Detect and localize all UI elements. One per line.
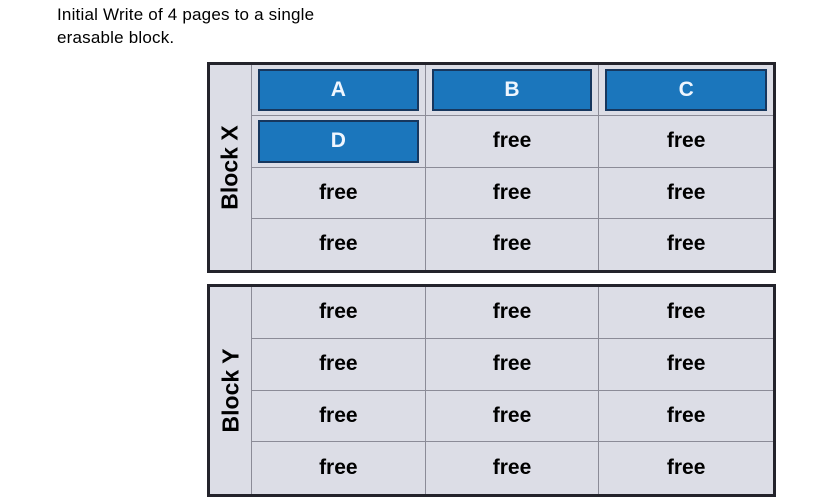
page-cell: free bbox=[425, 390, 600, 443]
page-cell: B bbox=[425, 65, 600, 117]
page-cell: free bbox=[599, 442, 773, 494]
page-cell: A bbox=[252, 65, 426, 117]
page-chip: free bbox=[666, 180, 706, 204]
block-y-label: Block Y bbox=[217, 348, 244, 433]
page-cell: free bbox=[599, 391, 773, 443]
page-cell: free bbox=[599, 116, 773, 168]
page-chip: free bbox=[319, 456, 358, 480]
page-chip: free bbox=[319, 352, 358, 376]
page-cell: free bbox=[252, 442, 426, 494]
page-cell: free bbox=[252, 390, 426, 443]
page-chip: free bbox=[492, 180, 532, 204]
page-chip: free bbox=[492, 232, 532, 256]
block-x-page-grid: A B C D free free free free free free fr… bbox=[252, 65, 773, 270]
page-cell: free bbox=[425, 338, 600, 391]
block-x-label: Block X bbox=[217, 125, 243, 210]
page-chip: free bbox=[319, 300, 358, 324]
page-chip: free bbox=[492, 129, 532, 153]
page-cell: C bbox=[599, 65, 773, 117]
block-y-label-column: Block Y bbox=[210, 287, 252, 494]
slide-title-line-1: Initial Write of 4 pages to a single bbox=[57, 5, 315, 24]
page-cell: free bbox=[426, 218, 600, 270]
page-cell: free bbox=[425, 167, 600, 219]
page-chip: free bbox=[492, 456, 532, 480]
page-chip: free bbox=[492, 300, 532, 324]
page-chip: free bbox=[319, 403, 358, 427]
page-chip: D bbox=[258, 120, 419, 163]
page-chip: free bbox=[666, 300, 706, 324]
page-cell: free bbox=[426, 442, 600, 494]
page-chip: C bbox=[605, 69, 767, 112]
page-chip: free bbox=[666, 403, 706, 427]
block-y-table: Block Y free free free free free free fr… bbox=[207, 284, 776, 497]
slide-title: Initial Write of 4 pages to a single era… bbox=[57, 3, 314, 49]
page-cell: free bbox=[425, 287, 600, 339]
page-chip: free bbox=[666, 456, 706, 480]
page-chip: free bbox=[666, 352, 706, 376]
block-y-page-grid: free free free free free free free free … bbox=[252, 287, 773, 494]
page-cell: free bbox=[425, 116, 600, 168]
page-chip: free bbox=[666, 232, 706, 256]
block-x-table: Block X A B C D free free free free free… bbox=[207, 62, 776, 273]
page-chip: free bbox=[319, 180, 358, 204]
page-chip: B bbox=[431, 69, 593, 112]
page-cell: free bbox=[599, 219, 773, 270]
page-cell: free bbox=[599, 339, 773, 391]
page-cell: free bbox=[252, 167, 426, 219]
page-chip: free bbox=[319, 232, 358, 256]
page-chip: free bbox=[492, 403, 532, 427]
page-cell: free bbox=[599, 287, 773, 339]
page-cell: free bbox=[599, 168, 773, 219]
slide-title-line-2: erasable block. bbox=[57, 28, 175, 47]
page-cell: free bbox=[252, 218, 426, 270]
page-cell: free bbox=[252, 338, 426, 391]
page-cell: D bbox=[252, 116, 426, 168]
page-chip: free bbox=[492, 352, 532, 376]
page-chip: A bbox=[258, 69, 419, 112]
block-x-label-column: Block X bbox=[210, 65, 252, 270]
page-cell: free bbox=[252, 287, 426, 339]
page-chip: free bbox=[666, 129, 706, 153]
